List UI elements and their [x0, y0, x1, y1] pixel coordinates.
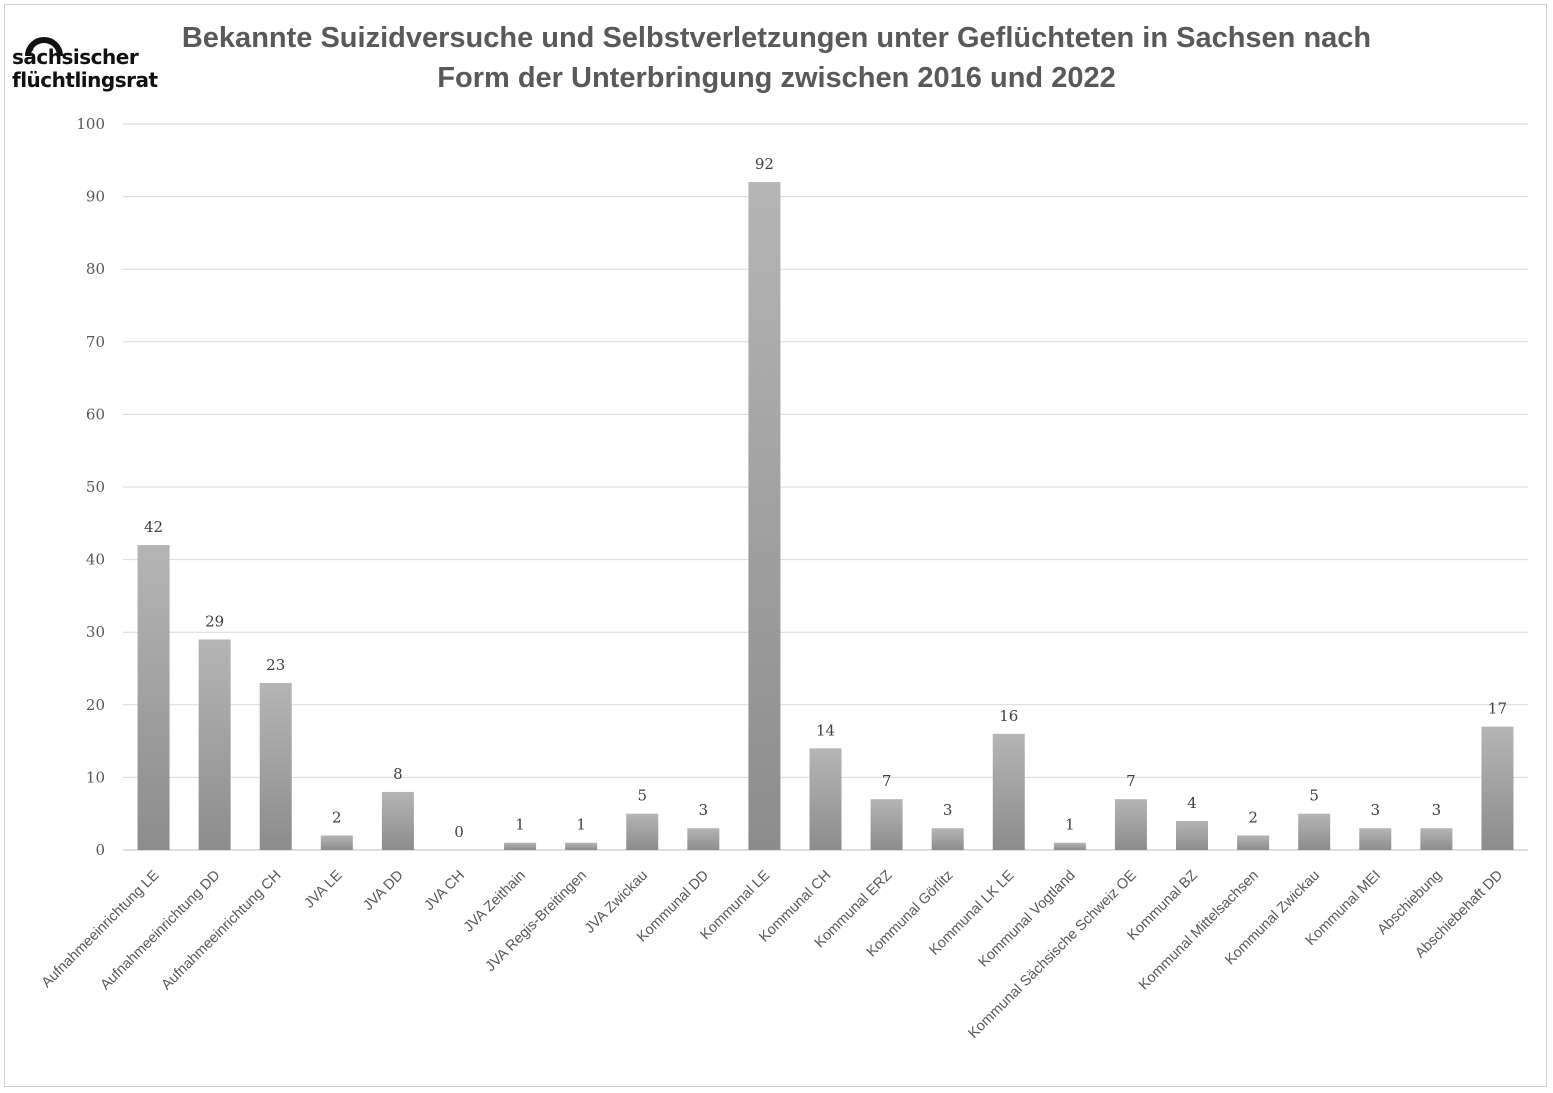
x-tick-label: JVA LE: [301, 867, 345, 911]
bar: [1481, 726, 1514, 850]
data-label: 42: [144, 518, 163, 536]
bar: [504, 842, 537, 850]
y-tick-label: 90: [86, 188, 105, 206]
data-label: 3: [1432, 801, 1442, 819]
y-tick-label: 100: [76, 115, 105, 133]
x-tick-label: JVA Regis-Breitingen: [483, 868, 590, 975]
bar: [381, 791, 414, 850]
bar: [1420, 828, 1453, 850]
x-axis: Aufnahmeeinrichtung LEAufnahmeeinrichtun…: [39, 867, 1507, 1042]
data-label: 29: [205, 612, 224, 630]
y-tick-label: 50: [86, 478, 105, 496]
bar: [809, 748, 842, 850]
x-tick-label: Aufnahmeeinrichtung LE: [39, 867, 163, 991]
bar: [259, 683, 292, 850]
logo-arc-icon: [25, 37, 63, 57]
x-tick-label: JVA Zeithain: [461, 868, 529, 936]
bars: [137, 182, 1514, 850]
logo-text-line2: flüchtlingsrat: [12, 68, 158, 92]
bar: [198, 639, 231, 850]
bar: [931, 828, 964, 850]
chart-frame: [4, 4, 1547, 1087]
y-tick-label: 70: [86, 333, 105, 351]
chart-title: Bekannte Suizidversuche und Selbstverlet…: [0, 18, 1553, 98]
logo-text-line1: sächsischer: [12, 45, 139, 69]
bar: [1176, 820, 1209, 850]
y-tick-label: 20: [86, 696, 105, 714]
x-tick-label: Aufnahmeeinrichtung DD: [98, 868, 224, 994]
data-label: 16: [999, 707, 1018, 725]
bar: [992, 733, 1025, 850]
data-label: 2: [1248, 808, 1258, 826]
y-tick-label: 60: [86, 405, 105, 423]
data-label: 3: [1371, 801, 1381, 819]
data-label: 23: [266, 656, 285, 674]
x-tick-label: Aufnahmeeinrichtung CH: [159, 868, 285, 994]
data-label: 1: [515, 816, 525, 834]
data-label: 17: [1488, 700, 1507, 718]
data-label: 8: [393, 765, 403, 783]
x-tick-label: JVA CH: [421, 868, 467, 914]
bar: [1114, 799, 1147, 850]
data-label: 1: [576, 816, 586, 834]
gridlines: [123, 123, 1528, 851]
data-label: 3: [943, 801, 953, 819]
bar: [137, 545, 170, 850]
data-label: 7: [1126, 772, 1136, 790]
x-tick-label: Kommunal Mittelsachsen: [1136, 868, 1262, 994]
bar: [870, 799, 903, 850]
data-label: 5: [637, 787, 647, 805]
y-tick-label: 0: [95, 841, 105, 859]
data-label: 92: [755, 155, 774, 173]
bar: [748, 182, 781, 850]
data-label: 7: [882, 772, 892, 790]
y-tick-label: 40: [86, 551, 105, 569]
y-tick-label: 10: [86, 768, 105, 786]
logo: sächsischer flüchtlingsrat: [8, 8, 158, 98]
data-label: 3: [699, 801, 709, 819]
y-axis: 0 10 20 30 40 50 60 70 80 90 100: [76, 115, 105, 859]
bar: [1237, 835, 1270, 850]
data-label: 4: [1187, 794, 1197, 812]
bar: [1298, 813, 1331, 850]
data-label: 2: [332, 808, 342, 826]
data-label: 14: [816, 721, 835, 739]
bar: [626, 813, 659, 850]
bar: [565, 842, 598, 850]
bar: [1053, 842, 1086, 850]
y-tick-label: 30: [86, 623, 105, 641]
data-label: 5: [1309, 787, 1319, 805]
x-tick-label: JVA DD: [360, 868, 406, 914]
chart-title-line2: Form der Unterbringung zwischen 2016 und…: [437, 62, 1116, 94]
y-tick-label: 80: [86, 260, 105, 278]
chart-title-line1: Bekannte Suizidversuche und Selbstverlet…: [181, 22, 1372, 54]
bar: [1359, 828, 1392, 850]
bar: [320, 835, 353, 850]
data-label: 0: [454, 823, 464, 841]
bar: [687, 828, 720, 850]
data-label: 1: [1065, 816, 1075, 834]
